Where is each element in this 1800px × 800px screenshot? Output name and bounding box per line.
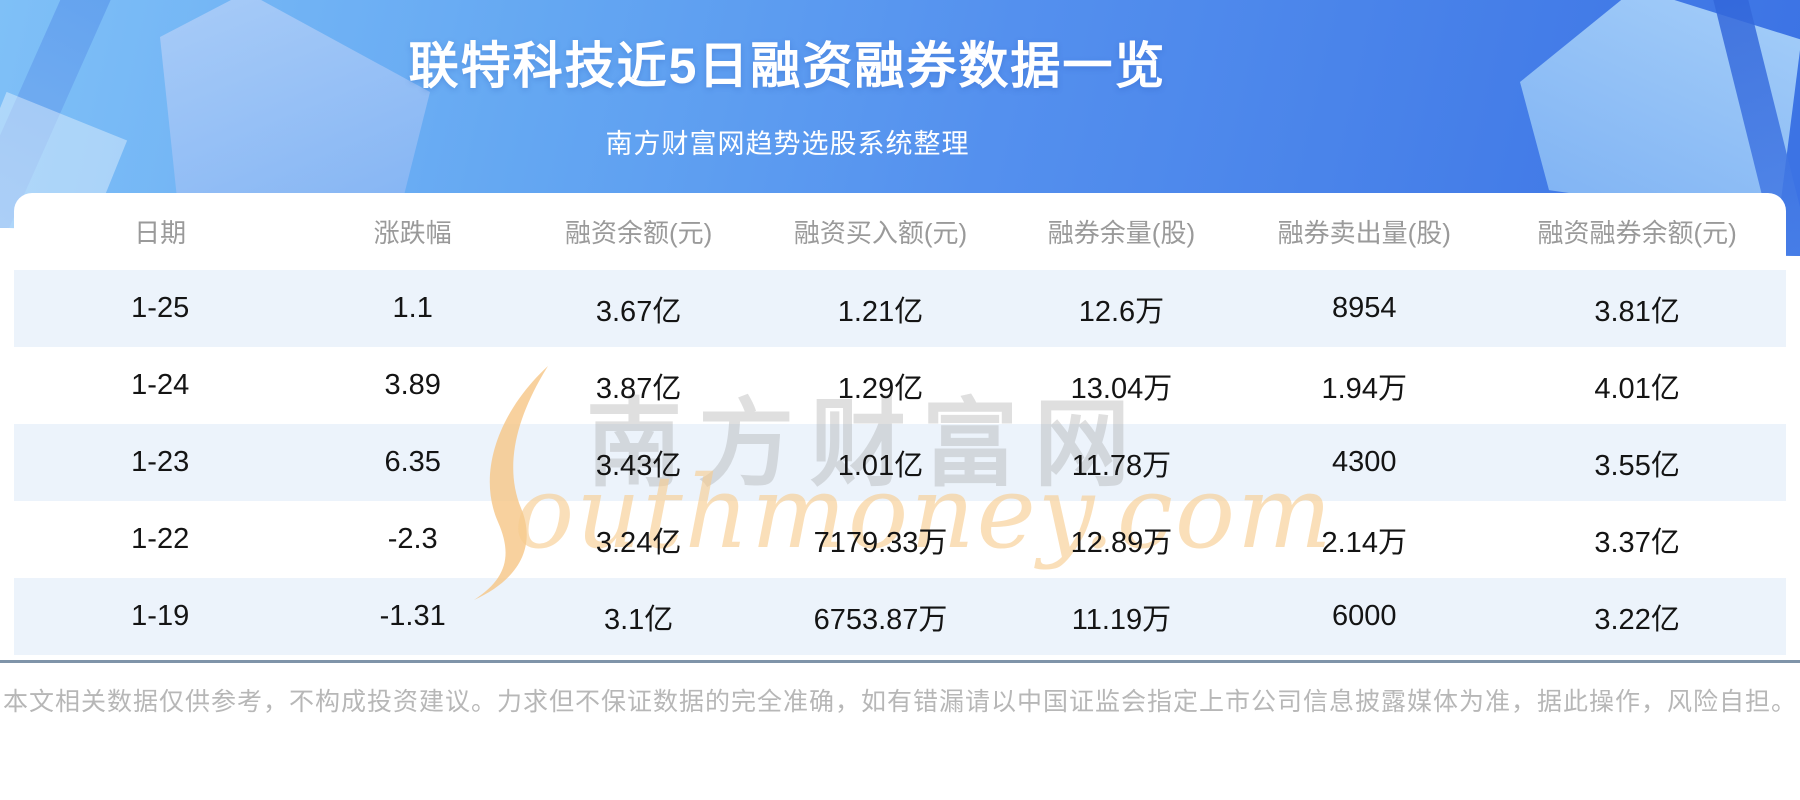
cell: 3.37亿: [1594, 526, 1680, 559]
page-subtitle: 南方财富网趋势选股系统整理: [605, 129, 970, 159]
table-header-row: 日期 涨跌幅 融资余额(元) 融资买入额(元) 融券余量(股) 融券卖出量(股) 融资融券余…: [14, 193, 1786, 270]
cell: 1.29亿: [837, 372, 924, 405]
column-header: 融券余量(股): [1047, 218, 1196, 248]
column-header: 融资余额(元): [564, 218, 713, 248]
page-title: 联特科技近5日融资融券数据一览: [408, 38, 1167, 94]
cell: 1.21亿: [837, 295, 924, 328]
cell: 1-22: [131, 523, 190, 555]
cell: 3.67亿: [595, 295, 682, 328]
cell: 6753.87万: [813, 603, 948, 636]
cell: 8954: [1331, 292, 1397, 324]
cell: 2.14万: [1321, 526, 1407, 559]
cell: 3.87亿: [595, 372, 682, 405]
banner-text-block: 联特科技近5日融资融券数据一览 南方财富网趋势选股系统整理: [0, 0, 1575, 161]
cell: -2.3: [387, 523, 438, 555]
cell: 12.89万: [1070, 526, 1173, 559]
cell: 1.01亿: [837, 449, 924, 482]
cell: 3.55亿: [1594, 449, 1680, 482]
cell: 1.1: [392, 292, 433, 324]
cell: 12.6万: [1078, 295, 1165, 328]
column-header: 融券卖出量(股): [1277, 218, 1451, 248]
cell: 11.19万: [1071, 603, 1172, 636]
cell: 3.81亿: [1594, 295, 1680, 328]
disclaimer-text: 本文相关数据仅供参考，不构成投资建议。力求但不保证数据的完全准确，如有错漏请以中…: [2, 688, 1797, 716]
cell: 4.01亿: [1594, 372, 1680, 405]
cell: 3.89: [384, 369, 441, 401]
table-row: 1-25 1.1 3.67亿 1.21亿 12.6万 8954 3.81亿: [14, 270, 1786, 347]
data-table-card: 日期 涨跌幅 融资余额(元) 融资买入额(元) 融券余量(股) 融券卖出量(股) 融资融券余…: [14, 193, 1786, 660]
cell: 6000: [1331, 600, 1397, 632]
cell: 1-25: [131, 292, 190, 324]
cell: 3.24亿: [595, 526, 682, 559]
cell: 1.94万: [1321, 372, 1407, 405]
column-header: 涨跌幅: [373, 218, 452, 248]
cell: 13.04万: [1070, 372, 1173, 405]
cell: 1-24: [131, 369, 190, 401]
column-header: 融资买入额(元): [793, 218, 968, 248]
cell: 1-23: [131, 446, 190, 478]
footer-divider: [0, 660, 1800, 663]
cell: 3.1亿: [603, 603, 674, 636]
cell: 3.43亿: [595, 449, 682, 482]
cell: 4300: [1331, 446, 1397, 478]
cell: 11.78万: [1071, 449, 1172, 482]
table-row: 1-23 6.35 3.43亿 1.01亿 11.78万 4300 3.55亿: [14, 424, 1786, 501]
column-header: 融资融券余额(元): [1537, 218, 1737, 248]
cell: 1-19: [131, 600, 190, 632]
cell: 6.35: [384, 446, 441, 478]
cell: 3.22亿: [1594, 603, 1680, 636]
cell: 7179.33万: [813, 526, 948, 559]
table-body: 1-25 1.1 3.67亿 1.21亿 12.6万 8954 3.81亿 1-24 3.89 3…: [14, 270, 1786, 655]
table-row: 1-24 3.89 3.87亿 1.29亿 13.04万 1.94万 4.01亿: [14, 347, 1786, 424]
table-row: 1-19 -1.31 3.1亿 6753.87万 11.19万 6000 3.22亿: [14, 578, 1786, 655]
column-header: 日期: [134, 218, 187, 248]
cell: -1.31: [379, 600, 446, 632]
table-row: 1-22 -2.3 3.24亿 7179.33万 12.89万 2.14万 3.37亿: [14, 501, 1786, 578]
